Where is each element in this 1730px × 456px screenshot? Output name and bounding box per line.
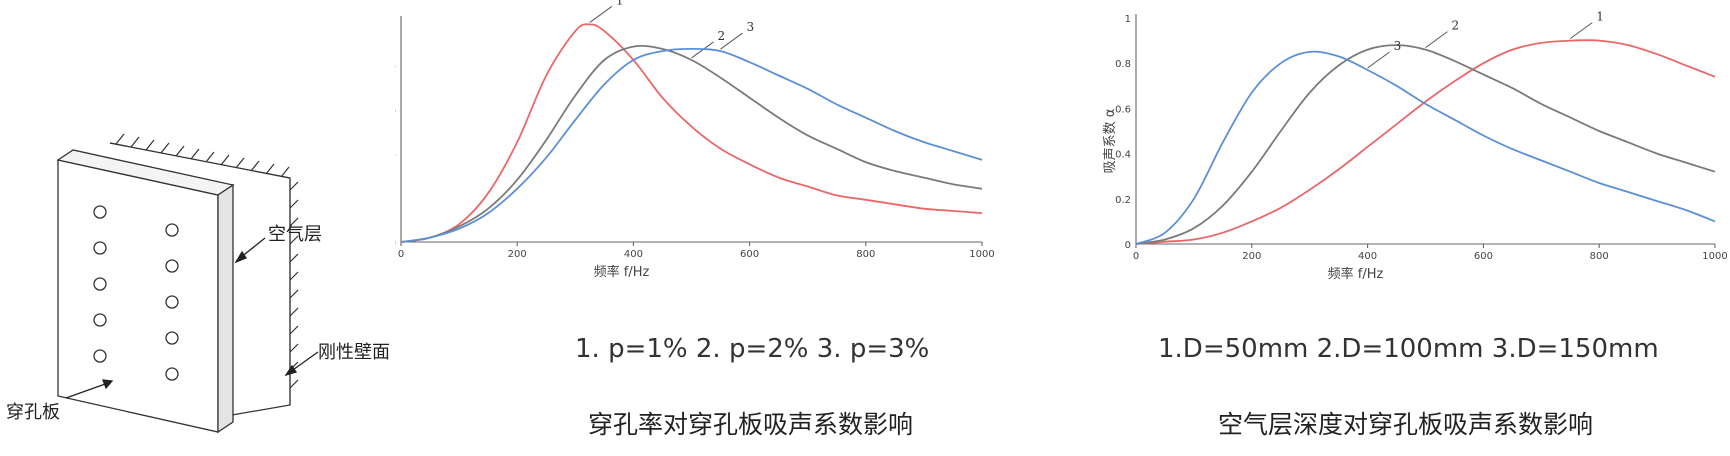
y-tick-label: 0.6: [1115, 104, 1131, 115]
chart-air-layer-depth: 0 200 400 600 800 1000 0.2 0.4 0.6 0.8 1 0 频率 f/Hz 吸声…: [1103, 10, 1728, 282]
series-label-leader: [1569, 22, 1593, 40]
rigid-wall-arrowhead: [284, 364, 298, 377]
series-line-2: [400, 44, 983, 243]
series-label-leader: [589, 6, 613, 23]
y-tick-label: 1: [1125, 14, 1131, 25]
chart2-caption: 空气层深度对穿孔板吸声系数影响: [1218, 410, 1594, 439]
x-tick-label: 800: [1590, 251, 1609, 262]
x-tick-label: 600: [1474, 251, 1493, 262]
y-tick-label: 0: [395, 238, 396, 249]
hole: [165, 331, 179, 345]
x-tick-label: 0: [398, 249, 404, 260]
hole: [93, 205, 107, 219]
series-line-3: [400, 47, 983, 243]
x-tick-label: 600: [740, 249, 759, 260]
series-label-leader: [720, 32, 743, 50]
hole: [165, 223, 179, 237]
y-tick-label: 0.8: [395, 60, 396, 71]
y-tick-label: 1: [395, 16, 396, 27]
hole: [93, 349, 107, 363]
rigid-wall-panel: [109, 142, 291, 416]
x-tick-label: 200: [1242, 251, 1261, 262]
y-tick-label: 0.2: [395, 194, 396, 205]
y-tick-label: 0: [1125, 240, 1131, 251]
x-axis-title: 频率 f/Hz: [594, 264, 650, 280]
x-tick-label: 800: [856, 249, 875, 260]
series-line-1: [400, 23, 983, 243]
y-axis-title: 吸声系数 α: [1103, 109, 1118, 174]
hole: [93, 241, 107, 255]
x-tick-label: 1000: [1702, 251, 1727, 262]
x-tick-label: 400: [624, 249, 643, 260]
chart1-legend: 1. p=1% 2. p=2% 3. p=3%: [575, 334, 930, 364]
series-line-3: [1135, 50, 1716, 245]
plate-arrowhead: [102, 379, 114, 390]
series-label-leader: [1367, 51, 1390, 69]
x-axis-title: 频率 f/Hz: [1328, 266, 1384, 282]
rigid-wall-label: 刚性壁面: [318, 342, 390, 363]
series-label-1: 1: [616, 0, 624, 7]
perforated-plate-diagram: 空气层 刚性壁面 穿孔板: [6, 133, 390, 434]
air-layer-arrowhead: [234, 250, 247, 264]
series-label-leader: [1425, 31, 1448, 49]
rigid-wall-arrow: [289, 351, 319, 373]
chart2-legend: 1.D=50mm 2.D=100mm 3.D=150mm: [1158, 334, 1659, 364]
y-tick-label: 0.6: [395, 105, 396, 116]
y-tick-label: 0.8: [1115, 59, 1131, 70]
x-tick-label: 0: [1133, 251, 1139, 262]
series-label-1: 1: [1596, 10, 1604, 24]
y-tick-label: 0.2: [1115, 195, 1131, 206]
hole: [165, 259, 179, 273]
y-tick-label: 0.4: [395, 149, 396, 160]
hole: [165, 295, 179, 309]
series-line-2: [1135, 44, 1716, 245]
air-layer-label: 空气层: [268, 224, 322, 245]
x-tick-label: 1000: [969, 249, 994, 260]
series-line-1: [1135, 39, 1716, 245]
x-tick-label: 400: [1358, 251, 1377, 262]
chart-plot-area: 0 200 400 600 800 1000 0.2 0.4 0.6 0.8 1 0 频率 f/Hz 吸声…: [1103, 10, 1728, 282]
y-tick-label: 0.4: [1115, 150, 1131, 161]
series-label-2: 2: [1452, 19, 1460, 33]
series-label-3: 3: [1394, 39, 1402, 53]
series-label-2: 2: [718, 29, 726, 43]
x-tick-label: 200: [508, 249, 527, 260]
hole: [93, 313, 107, 327]
series-label-3: 3: [747, 20, 755, 34]
perforated-plate-label: 穿孔板: [6, 402, 60, 423]
plate-side-face: [217, 183, 234, 434]
plate-arrow: [65, 382, 109, 399]
hole: [93, 277, 107, 291]
chart1-caption: 穿孔率对穿孔板吸声系数影响: [588, 410, 914, 439]
hole: [165, 367, 179, 381]
plate-front-face: [57, 159, 219, 433]
perforation-holes: [93, 205, 179, 381]
